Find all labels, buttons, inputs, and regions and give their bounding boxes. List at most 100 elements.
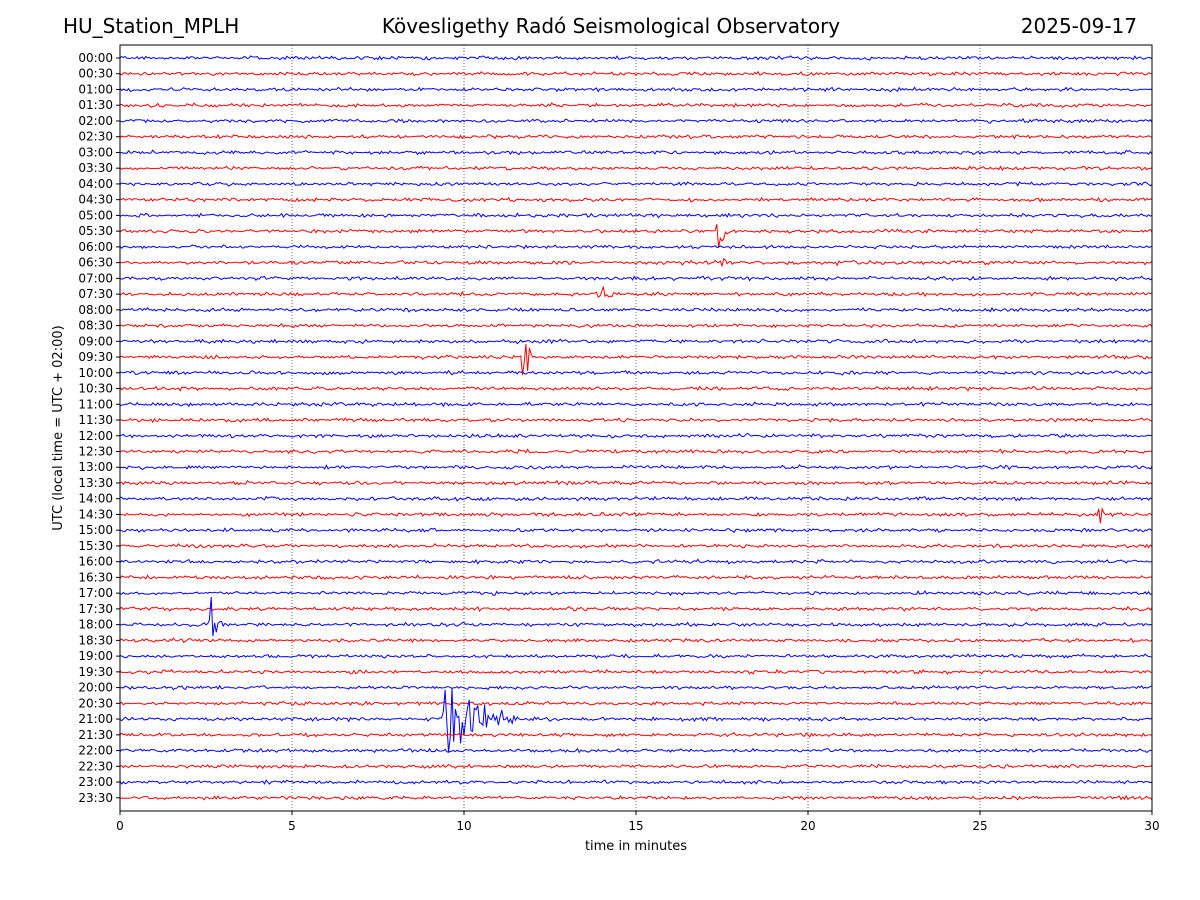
trace-0530 xyxy=(119,224,1153,248)
trace-0000 xyxy=(119,55,1153,61)
y-tick-label: 17:30 xyxy=(78,602,113,616)
x-tick-label: 5 xyxy=(288,819,296,833)
y-tick-label: 20:00 xyxy=(78,681,113,695)
trace-2200 xyxy=(119,747,1153,754)
trace-2330 xyxy=(119,794,1153,801)
trace-0430 xyxy=(119,196,1153,203)
y-tick-label: 19:30 xyxy=(78,665,113,679)
trace-1600 xyxy=(119,558,1153,565)
trace-1800 xyxy=(119,596,1153,637)
trace-0200 xyxy=(119,117,1153,124)
trace-0800 xyxy=(119,306,1152,313)
y-tick-label: 12:00 xyxy=(78,429,113,443)
trace-0630 xyxy=(119,258,1153,268)
y-tick-label: 02:00 xyxy=(78,114,113,128)
y-tick-label: 15:00 xyxy=(78,523,113,537)
trace-0100 xyxy=(119,86,1153,93)
trace-0130 xyxy=(119,102,1153,109)
y-tick-label: 11:30 xyxy=(78,413,113,427)
y-tick-label: 00:30 xyxy=(78,67,113,81)
x-axis-label: time in minutes xyxy=(585,839,687,854)
y-tick-label: 04:30 xyxy=(78,193,113,207)
trace-1900 xyxy=(119,653,1153,660)
trace-0700 xyxy=(119,275,1153,282)
seismic-traces xyxy=(119,55,1153,801)
y-tick-label: 05:30 xyxy=(78,224,113,238)
y-tick-label: 18:30 xyxy=(78,633,113,647)
trace-0400 xyxy=(119,181,1153,187)
y-tick-label: 12:30 xyxy=(78,445,113,459)
trace-1500 xyxy=(119,527,1153,534)
y-tick-label: 05:00 xyxy=(78,208,113,222)
trace-1230 xyxy=(119,448,1153,455)
y-tick-label: 19:00 xyxy=(78,649,113,663)
y-tick-label: 23:00 xyxy=(78,775,113,789)
y-tick-label: 03:30 xyxy=(78,161,113,175)
trace-0300 xyxy=(119,149,1153,156)
y-tick-label: 14:30 xyxy=(78,507,113,521)
trace-0030 xyxy=(119,70,1153,77)
plot-frame xyxy=(119,44,1153,812)
y-tick-label: 22:30 xyxy=(78,759,113,773)
y-tick-label: 01:30 xyxy=(78,98,113,112)
chart-title: Kövesligethy Radó Seismological Observat… xyxy=(381,14,841,38)
y-tick-label: 06:30 xyxy=(78,256,113,270)
x-tick-label: 20 xyxy=(800,819,815,833)
y-tick-label: 00:00 xyxy=(78,51,113,65)
y-tick-label: 06:00 xyxy=(78,240,113,254)
chart-date: 2025-09-17 xyxy=(1020,14,1137,38)
trace-2000 xyxy=(119,684,1153,691)
trace-1300 xyxy=(119,464,1153,471)
trace-1730 xyxy=(119,605,1153,613)
y-tick-label: 18:00 xyxy=(78,618,113,632)
trace-2130 xyxy=(119,731,1153,738)
trace-2300 xyxy=(119,779,1153,785)
y-tick-label: 16:30 xyxy=(78,570,113,584)
y-tick-label: 08:00 xyxy=(78,303,113,317)
y-tick-label: 16:00 xyxy=(78,555,113,569)
trace-1630 xyxy=(119,574,1153,581)
trace-0900 xyxy=(119,338,1153,345)
trace-1030 xyxy=(119,385,1153,392)
x-tick-label: 0 xyxy=(116,819,124,833)
trace-0230 xyxy=(119,134,1153,140)
y-tick-label: 02:30 xyxy=(78,130,113,144)
trace-1330 xyxy=(119,479,1153,486)
y-tick-label: 15:30 xyxy=(78,539,113,553)
y-tick-label: 20:30 xyxy=(78,696,113,710)
trace-0330 xyxy=(119,165,1153,172)
trace-2230 xyxy=(119,763,1153,770)
trace-0830 xyxy=(119,323,1153,329)
trace-1100 xyxy=(119,401,1153,408)
y-tick-label: 10:00 xyxy=(78,366,113,380)
trace-2030 xyxy=(119,700,1153,707)
y-tick-label: 04:00 xyxy=(78,177,113,191)
x-tick-label: 30 xyxy=(1144,819,1159,833)
trace-1130 xyxy=(119,417,1153,424)
trace-1700 xyxy=(119,590,1153,597)
y-tick-label: 13:00 xyxy=(78,460,113,474)
x-tick-label: 15 xyxy=(628,819,643,833)
y-tick-label: 09:30 xyxy=(78,350,113,364)
trace-0730 xyxy=(119,286,1153,298)
y-tick-label: 09:00 xyxy=(78,334,113,348)
trace-1930 xyxy=(119,668,1153,675)
y-tick-label: 10:30 xyxy=(78,382,113,396)
trace-0500 xyxy=(119,212,1153,219)
y-tick-label: 03:00 xyxy=(78,145,113,159)
trace-2100 xyxy=(119,687,1153,753)
trace-0600 xyxy=(119,244,1153,250)
y-tick-label: 07:00 xyxy=(78,271,113,285)
y-axis-label: UTC (local time = UTC + 02:00) xyxy=(51,325,66,530)
y-tick-label: 14:00 xyxy=(78,492,113,506)
y-tick-label: 08:30 xyxy=(78,319,113,333)
y-tick-label: 22:00 xyxy=(78,744,113,758)
trace-0930 xyxy=(119,343,1153,376)
y-tick-label: 07:30 xyxy=(78,287,113,301)
y-tick-label: 21:30 xyxy=(78,728,113,742)
grid-lines xyxy=(291,45,981,811)
y-tick-label: 23:30 xyxy=(78,791,113,805)
y-tick-label: 01:00 xyxy=(78,82,113,96)
